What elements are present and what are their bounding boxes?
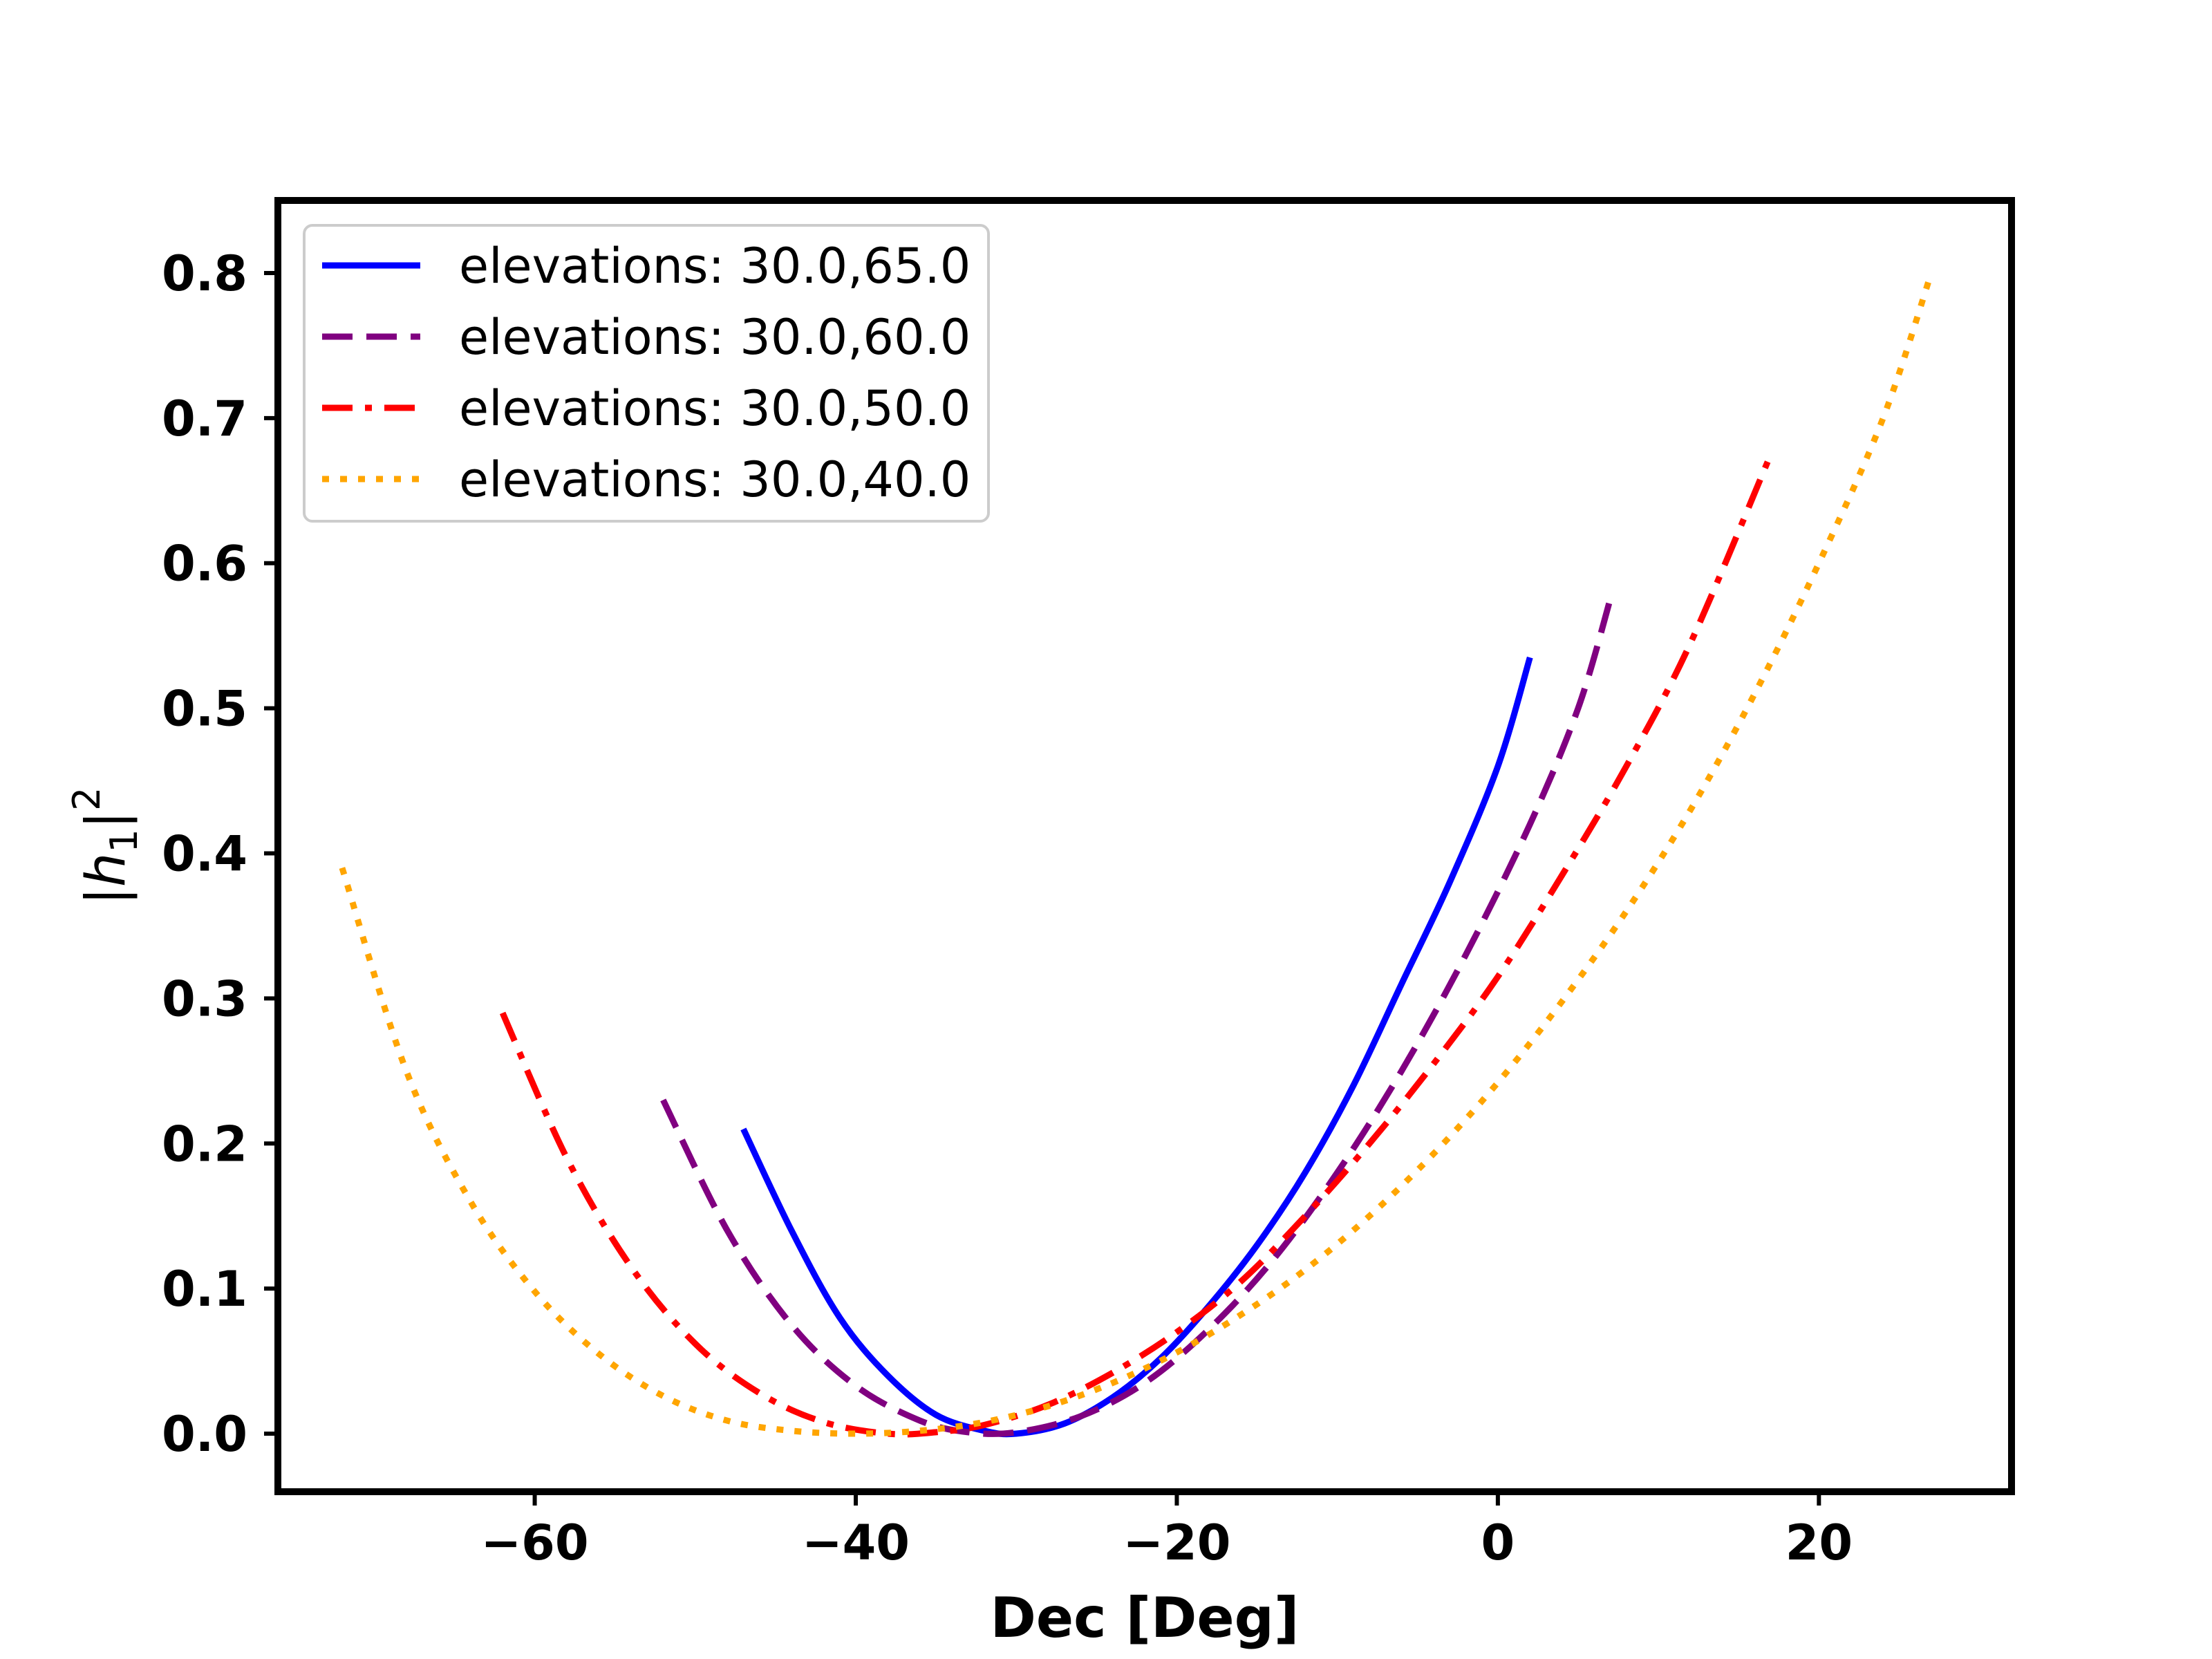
x-tick-label: −60	[481, 1515, 589, 1571]
x-tick-label: −20	[1123, 1515, 1230, 1571]
y-tick-label: 0.4	[162, 825, 247, 882]
y-axis-title-subscript: 1	[102, 829, 146, 852]
series-line-2	[660, 598, 1613, 1437]
legend-label: elevations: 30.0,60.0	[459, 309, 971, 366]
y-axis-title-base: |h	[75, 853, 138, 906]
y-tick-label: 0.7	[162, 391, 247, 447]
series-line-3	[499, 453, 1774, 1438]
x-tick-label: 20	[1785, 1515, 1853, 1571]
x-axis-title: Dec [Deg]	[991, 1586, 1300, 1650]
y-tick-label: 0.2	[162, 1116, 247, 1172]
y-axis-title-superscript: 2	[65, 787, 109, 811]
y-axis-title: |h1|2	[65, 787, 146, 906]
y-axis-title-close: |	[75, 811, 138, 829]
series-layer	[339, 272, 1935, 1438]
legend-label: elevations: 30.0,65.0	[459, 238, 971, 294]
y-tick-label: 0.0	[162, 1406, 247, 1463]
y-tick-label: 0.5	[162, 681, 247, 738]
plot-frame	[274, 197, 2015, 1495]
y-tick-label: 0.6	[162, 536, 247, 592]
y-axis-ticks: 0.0 0.1 0.2 0.3 0.4 0.5 0.6 0.7 0.8	[162, 245, 278, 1463]
y-tick-label: 0.3	[162, 971, 247, 1027]
legend: elevations: 30.0,65.0 elevations: 30.0,60…	[303, 224, 990, 523]
legend-label: elevations: 30.0,40.0	[459, 451, 971, 508]
y-tick-label: 0.1	[162, 1261, 247, 1318]
x-tick-label: −40	[802, 1515, 910, 1571]
x-axis-ticks: −60 −40 −20 0 20	[481, 1492, 1853, 1571]
legend-label: elevations: 30.0,50.0	[459, 380, 971, 437]
x-tick-label: 0	[1481, 1515, 1515, 1571]
legend-box	[303, 224, 990, 523]
y-tick-label: 0.8	[162, 245, 247, 302]
svg-text:|h1|2: |h1|2	[65, 787, 146, 906]
series-line-1	[740, 656, 1533, 1438]
